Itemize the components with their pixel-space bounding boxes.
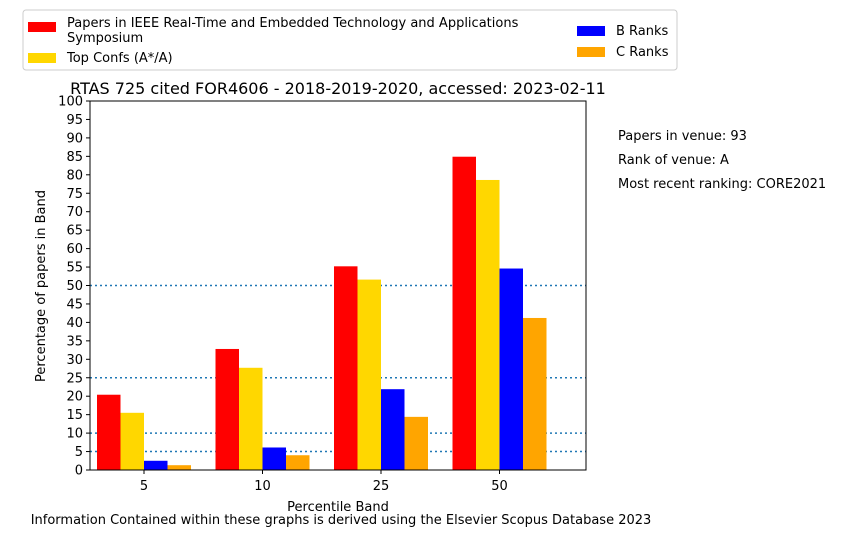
y-tick-label: 25: [66, 371, 83, 386]
y-tick-label: 90: [66, 131, 83, 146]
y-tick-label: 85: [66, 150, 83, 165]
y-tick-label: 95: [66, 113, 83, 128]
legend-swatch-3: [577, 47, 605, 57]
bar-s0-5: [97, 394, 121, 470]
side-info-rank: Rank of venue: A: [618, 153, 729, 168]
legend-label-2: B Ranks: [616, 24, 669, 39]
legend-label-0: Papers in IEEE Real-Time and Embedded Te…: [67, 16, 519, 31]
bar-s1-25: [357, 279, 381, 470]
bar-s2-5: [144, 460, 168, 470]
y-tick-label: 75: [66, 187, 83, 202]
y-tick-label: 0: [75, 464, 83, 479]
chart-title: RTAS 725 cited FOR4606 - 2018-2019-2020,…: [70, 79, 606, 98]
y-tick-label: 10: [66, 427, 83, 442]
y-tick-label: 100: [58, 95, 83, 110]
legend-label-3: C Ranks: [616, 45, 669, 60]
footer-note: Information Contained within these graph…: [31, 513, 652, 528]
x-axis-label: Percentile Band: [287, 500, 389, 515]
bar-s3-10: [286, 455, 310, 470]
y-tick-label: 70: [66, 205, 83, 220]
y-tick-label: 30: [66, 353, 83, 368]
y-tick-label: 45: [66, 297, 83, 312]
bars: [97, 156, 547, 470]
bar-s3-25: [404, 416, 428, 470]
bar-s3-5: [167, 465, 191, 470]
legend: Papers in IEEE Real-Time and Embedded Te…: [28, 16, 669, 66]
legend-swatch-2: [577, 26, 605, 36]
y-tick-label: 50: [66, 279, 83, 294]
y-tick-label: 15: [66, 408, 83, 423]
bar-s3-50: [523, 317, 547, 470]
y-tick-label: 40: [66, 316, 83, 331]
bar-s2-50: [499, 268, 523, 470]
y-tick-label: 5: [75, 445, 83, 460]
y-tick-label: 35: [66, 334, 83, 349]
legend-swatch-0: [28, 22, 56, 32]
y-tick-label: 65: [66, 224, 83, 239]
x-tick-label: 10: [254, 479, 271, 494]
y-tick-label: 20: [66, 390, 83, 405]
bar-s1-50: [476, 179, 500, 470]
y-tick-label: 60: [66, 242, 83, 257]
bar-s0-10: [215, 348, 239, 470]
legend-swatch-1: [28, 53, 56, 63]
bar-s2-25: [381, 389, 405, 470]
side-info-papers: Papers in venue: 93: [618, 129, 747, 144]
y-tick-label: 55: [66, 261, 83, 276]
bar-s1-10: [239, 367, 263, 470]
x-axis-ticks: 5 10 25 50: [140, 470, 508, 494]
x-tick-label: 50: [491, 479, 508, 494]
bar-s1-5: [120, 412, 144, 470]
side-info-recent: Most recent ranking: CORE2021: [618, 177, 826, 192]
y-axis-label: Percentage of papers in Band: [34, 190, 49, 382]
x-tick-label: 5: [140, 479, 148, 494]
x-tick-label: 25: [373, 479, 390, 494]
bar-s2-10: [262, 447, 286, 470]
bar-s0-50: [452, 156, 476, 470]
y-tick-label: 80: [66, 168, 83, 183]
bar-s0-25: [334, 266, 358, 470]
y-axis-ticks: 0 5 10 15 20 25 30 35 40 45 50 55 60 65 70 75 80 85 90 95 10…: [58, 95, 90, 479]
legend-box: [22, 9, 678, 71]
legend-label-1: Top Confs (A*/A): [66, 51, 173, 66]
legend-label-0: Symposium: [67, 31, 143, 46]
